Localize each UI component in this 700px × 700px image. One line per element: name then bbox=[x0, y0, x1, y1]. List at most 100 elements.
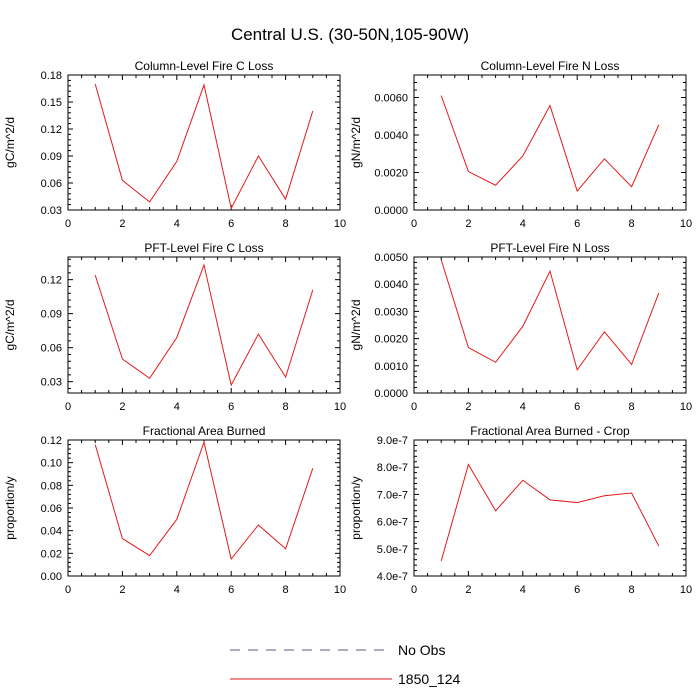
y-tick-label: 0.0030 bbox=[374, 306, 408, 318]
chart-panel-1: Column-Level Fire C Loss gC/m^2/d 0 2 4 6 8 10 0… bbox=[3, 59, 346, 230]
plot-frame bbox=[413, 256, 687, 394]
x-tick-label: 6 bbox=[228, 218, 234, 230]
y-tick-label: 6.0e-7 bbox=[377, 517, 408, 529]
y-tick-label: 0.08 bbox=[41, 480, 62, 492]
y-tick-label: 0.0000 bbox=[374, 205, 408, 217]
legend-label: No Obs bbox=[398, 642, 445, 658]
y-tick-label: 5.0e-7 bbox=[377, 544, 408, 556]
plot-frame bbox=[67, 256, 341, 394]
x-tick-label: 10 bbox=[680, 584, 692, 596]
y-tick-label: 0.0040 bbox=[374, 279, 408, 291]
y-tick-label: 0.03 bbox=[41, 205, 62, 217]
y-tick-label: 0.06 bbox=[41, 343, 62, 355]
y-tick-label: 0.06 bbox=[41, 503, 62, 515]
panel-title: Fractional Area Burned bbox=[143, 424, 266, 438]
y-tick-label: 0.00 bbox=[41, 571, 62, 583]
x-tick-label: 10 bbox=[680, 401, 692, 413]
y-tick-label: 0.12 bbox=[41, 435, 62, 447]
plot-frame bbox=[67, 74, 341, 211]
series-line-1850_124 bbox=[440, 259, 660, 372]
x-tick-label: 10 bbox=[334, 401, 346, 413]
y-tick-label: 0.06 bbox=[41, 178, 62, 190]
y-axis-label: proportion/y bbox=[3, 476, 17, 539]
x-tick-label: 4 bbox=[174, 584, 180, 596]
x-tick-label: 4 bbox=[520, 218, 526, 230]
series-line-1850_124 bbox=[94, 83, 314, 210]
y-tick-label: 0.09 bbox=[41, 309, 62, 321]
y-axis-label: gN/m^2/d bbox=[349, 300, 363, 351]
y-tick-label: 0.04 bbox=[41, 526, 62, 538]
y-tick-label: 0.02 bbox=[41, 548, 62, 560]
y-tick-label: 4.0e-7 bbox=[377, 571, 408, 583]
series-line-1850_124 bbox=[94, 440, 314, 561]
chart-panel-2: Column-Level Fire N Loss gN/m^2/d 0 2 4 6 8 10 0… bbox=[349, 59, 692, 230]
x-tick-label: 2 bbox=[119, 401, 125, 413]
x-tick-label: 2 bbox=[119, 218, 125, 230]
chart-panel-3: PFT-Level Fire C Loss gC/m^2/d 0 2 4 6 8 10 0.03… bbox=[3, 241, 346, 413]
chart-panel-6: Fractional Area Burned - Crop proportion/… bbox=[349, 424, 692, 596]
x-tick-label: 0 bbox=[411, 218, 417, 230]
panel-title: Fractional Area Burned - Crop bbox=[470, 424, 630, 438]
y-axis-label: gC/m^2/d bbox=[3, 117, 17, 168]
plot-frame bbox=[413, 74, 687, 211]
panel-grid: Column-Level Fire C Loss gC/m^2/d 0 2 4 6 8 10 0… bbox=[3, 59, 692, 596]
x-tick-label: 0 bbox=[411, 401, 417, 413]
y-tick-label: 8.0e-7 bbox=[377, 462, 408, 474]
series-line-1850_124 bbox=[440, 463, 660, 562]
panel-title: PFT-Level Fire C Loss bbox=[144, 241, 263, 255]
x-tick-label: 8 bbox=[629, 584, 635, 596]
panel-title: PFT-Level Fire N Loss bbox=[490, 241, 609, 255]
y-tick-label: 0.03 bbox=[41, 377, 62, 389]
y-axis-label: proportion/y bbox=[349, 476, 363, 539]
figure-title: Central U.S. (30-50N,105-90W) bbox=[231, 25, 469, 44]
legend-label: 1850_124 bbox=[398, 671, 461, 687]
x-tick-label: 0 bbox=[411, 584, 417, 596]
series-line-1850_124 bbox=[94, 263, 314, 387]
x-tick-label: 6 bbox=[574, 218, 580, 230]
chart-panel-5: Fractional Area Burned proportion/y 0 2 4 6 8 1… bbox=[3, 424, 346, 596]
y-tick-label: 0.0040 bbox=[374, 130, 408, 142]
x-tick-label: 8 bbox=[283, 401, 289, 413]
y-tick-label: 0.09 bbox=[41, 151, 62, 163]
x-tick-label: 0 bbox=[65, 584, 71, 596]
x-tick-label: 2 bbox=[465, 218, 471, 230]
y-tick-label: 0.12 bbox=[41, 275, 62, 287]
x-tick-label: 8 bbox=[283, 584, 289, 596]
y-tick-label: 7.0e-7 bbox=[377, 489, 408, 501]
x-tick-label: 0 bbox=[65, 218, 71, 230]
y-tick-label: 0.0060 bbox=[374, 93, 408, 105]
y-axis-label: gC/m^2/d bbox=[3, 300, 17, 351]
x-tick-label: 2 bbox=[465, 401, 471, 413]
x-tick-label: 8 bbox=[283, 218, 289, 230]
x-tick-label: 4 bbox=[174, 401, 180, 413]
series-line-1850_124 bbox=[440, 95, 660, 193]
panel-title: Column-Level Fire C Loss bbox=[135, 59, 274, 73]
y-tick-label: 0.10 bbox=[41, 458, 62, 470]
y-tick-label: 0.0010 bbox=[374, 361, 408, 373]
x-tick-label: 4 bbox=[174, 218, 180, 230]
x-tick-label: 6 bbox=[574, 401, 580, 413]
plot-frame bbox=[413, 439, 687, 577]
panel-title: Column-Level Fire N Loss bbox=[481, 59, 620, 73]
y-tick-label: 0.18 bbox=[41, 70, 62, 82]
x-tick-label: 6 bbox=[228, 401, 234, 413]
y-tick-label: 0.12 bbox=[41, 124, 62, 136]
x-tick-label: 4 bbox=[520, 401, 526, 413]
y-tick-label: 0.0020 bbox=[374, 334, 408, 346]
x-tick-label: 6 bbox=[574, 584, 580, 596]
x-tick-label: 0 bbox=[65, 401, 71, 413]
y-tick-label: 0.0050 bbox=[374, 252, 408, 264]
y-tick-label: 0.15 bbox=[41, 97, 62, 109]
chart-panel-4: PFT-Level Fire N Loss gN/m^2/d 0 2 4 6 8 10 0.00… bbox=[349, 241, 692, 413]
x-tick-label: 6 bbox=[228, 584, 234, 596]
x-tick-label: 2 bbox=[465, 584, 471, 596]
x-tick-label: 10 bbox=[334, 584, 346, 596]
x-tick-label: 10 bbox=[334, 218, 346, 230]
x-tick-label: 4 bbox=[520, 584, 526, 596]
y-tick-label: 0.0020 bbox=[374, 168, 408, 180]
x-tick-label: 2 bbox=[119, 584, 125, 596]
x-tick-label: 8 bbox=[629, 401, 635, 413]
x-tick-label: 8 bbox=[629, 218, 635, 230]
legend: No Obs 1850_124 bbox=[230, 642, 461, 687]
